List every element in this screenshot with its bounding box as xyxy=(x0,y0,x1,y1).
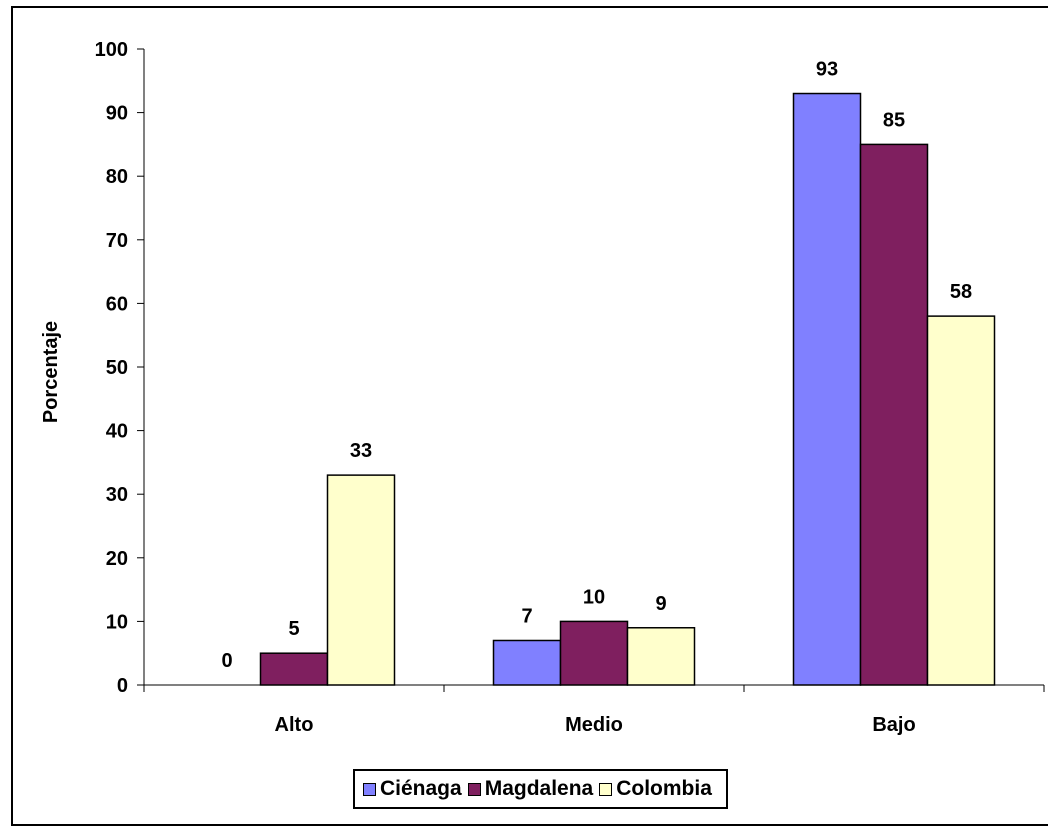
data-label: 5 xyxy=(288,618,299,640)
legend-entry-cienaga: Ciénaga xyxy=(363,777,462,801)
y-tick-label: 50 xyxy=(106,357,128,379)
data-label: 33 xyxy=(350,440,372,462)
bar xyxy=(926,315,996,686)
x-tick-label: Medio xyxy=(565,714,623,736)
y-tick-label: 60 xyxy=(106,293,128,315)
legend: Ciénaga Magdalena Colombia xyxy=(353,769,728,809)
bar xyxy=(326,474,396,686)
legend-label-colombia: Colombia xyxy=(616,777,712,800)
legend-label-cienaga: Ciénaga xyxy=(380,777,462,800)
y-axis-title: Porcentaje xyxy=(40,321,62,423)
bar xyxy=(559,620,629,686)
legend-label-magdalena: Magdalena xyxy=(484,777,594,800)
y-tick-label: 40 xyxy=(106,421,128,443)
y-tick-label: 0 xyxy=(117,675,128,697)
data-label: 10 xyxy=(583,586,605,608)
y-tick-label: 30 xyxy=(106,484,128,506)
y-tick-label: 100 xyxy=(95,39,128,61)
x-tick-label: Bajo xyxy=(872,714,915,736)
x-tick-label: Alto xyxy=(275,714,314,736)
bar xyxy=(859,143,929,686)
y-tick-label: 10 xyxy=(106,611,128,633)
legend-swatch-colombia xyxy=(599,782,613,796)
legend-entry-colombia: Colombia xyxy=(599,777,712,801)
legend-entry-magdalena: Magdalena xyxy=(467,777,594,801)
bar xyxy=(626,627,696,686)
y-tick-label: 20 xyxy=(106,548,128,570)
y-tick-label: 90 xyxy=(106,103,128,125)
data-label: 0 xyxy=(221,650,232,672)
y-tick-label: 70 xyxy=(106,230,128,252)
data-label: 9 xyxy=(655,593,666,615)
legend-swatch-cienaga xyxy=(363,782,376,796)
bar xyxy=(792,92,862,686)
legend-swatch-magdalena xyxy=(467,782,481,796)
data-label: 93 xyxy=(816,59,838,81)
bar xyxy=(259,652,329,686)
data-label: 7 xyxy=(521,605,532,627)
y-tick-label: 80 xyxy=(106,166,128,188)
bar xyxy=(492,639,562,686)
data-label: 58 xyxy=(950,281,972,303)
data-label: 85 xyxy=(883,109,905,131)
